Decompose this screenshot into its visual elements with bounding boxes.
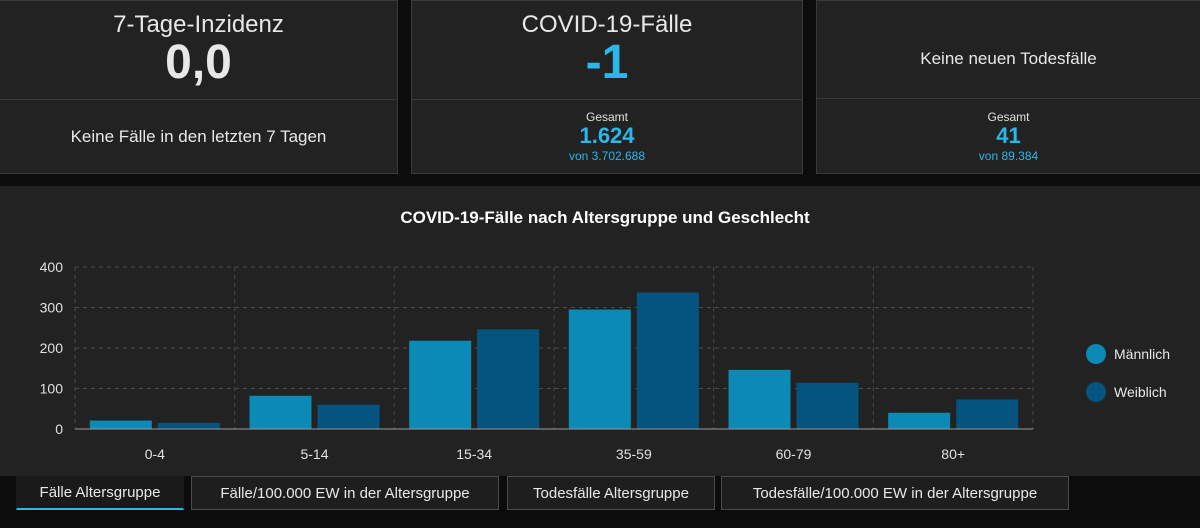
incidence-header: 7-Tage-Inzidenz 0,0 xyxy=(0,1,397,100)
x-tick-label: 0-4 xyxy=(145,446,165,462)
tab-deaths-per-100k[interactable]: Todesfälle/100.000 EW in der Altersgrupp… xyxy=(721,476,1069,510)
legend-female-label: Weiblich xyxy=(1114,384,1167,400)
chart-tabs: Fälle Altersgruppe Fälle/100.000 EW in d… xyxy=(0,476,1200,528)
cases-title: COVID-19-Fälle xyxy=(521,10,693,38)
incidence-subtitle: Keine Fälle in den letzten 7 Tagen xyxy=(70,126,327,146)
bar-female xyxy=(477,329,540,429)
bar-male xyxy=(409,340,472,429)
incidence-value: 0,0 xyxy=(165,36,232,89)
x-tick-label: 35-59 xyxy=(616,446,652,462)
bar-chart: 0 100 200 300 400 0-4 5-14 15-34 35-59 60-79 80+ xyxy=(40,259,1034,462)
bar-male xyxy=(888,412,951,429)
bar-male xyxy=(568,309,631,429)
cases-total-value: 1.624 xyxy=(579,123,635,149)
deaths-header: Keine neuen Todesfälle xyxy=(817,1,1200,99)
x-tick-label: 60-79 xyxy=(776,446,812,462)
legend-male[interactable]: Männlich xyxy=(1086,344,1170,364)
y-tick-label: 400 xyxy=(40,259,64,275)
bar-male xyxy=(728,369,791,429)
deaths-card: Keine neuen Todesfälle Gesamt 41 von 89.… xyxy=(816,0,1200,174)
bar-female xyxy=(956,399,1019,429)
incidence-card: 7-Tage-Inzidenz 0,0 Keine Fälle in den l… xyxy=(0,0,398,174)
x-tick-label: 80+ xyxy=(941,446,965,462)
y-tick-label: 200 xyxy=(40,340,64,356)
bar-female xyxy=(157,422,220,429)
cases-footer: Gesamt 1.624 von 3.702.688 xyxy=(412,100,802,173)
cases-total-of: von 3.702.688 xyxy=(568,148,646,163)
tab-cases-per-100k[interactable]: Fälle/100.000 EW in der Altersgruppe xyxy=(191,476,499,510)
y-tick-label: 300 xyxy=(40,300,64,316)
x-tick-label: 5-14 xyxy=(300,446,328,462)
bar-female xyxy=(317,404,380,429)
x-tick-label: 15-34 xyxy=(456,446,492,462)
bar-female xyxy=(796,382,859,429)
incidence-title: 7-Tage-Inzidenz xyxy=(113,10,284,38)
deaths-footer: Gesamt 41 von 89.384 xyxy=(817,100,1200,173)
cases-new-value: -1 xyxy=(585,36,629,89)
bar-male xyxy=(89,420,152,429)
deaths-total-value: 41 xyxy=(996,123,1021,149)
legend-female-swatch xyxy=(1086,382,1106,402)
cases-header: COVID-19-Fälle -1 xyxy=(412,1,802,100)
y-tick-label: 0 xyxy=(55,421,63,437)
tab-cases-age[interactable]: Fälle Altersgruppe xyxy=(16,476,184,510)
legend-male-label: Männlich xyxy=(1114,346,1171,362)
deaths-total-of: von 89.384 xyxy=(978,148,1039,163)
incidence-footer: Keine Fälle in den letzten 7 Tagen xyxy=(0,100,397,173)
deaths-title: Keine neuen Todesfälle xyxy=(920,48,1097,68)
bar-male xyxy=(249,395,312,429)
tab-deaths-age[interactable]: Todesfälle Altersgruppe xyxy=(507,476,715,510)
chart-title: COVID-19-Fälle nach Altersgruppe und Ges… xyxy=(400,208,810,227)
legend-female[interactable]: Weiblich xyxy=(1086,382,1167,402)
y-tick-label: 100 xyxy=(40,381,64,397)
legend-male-swatch xyxy=(1086,344,1106,364)
deaths-total-label: Gesamt xyxy=(987,110,1030,125)
bar-female xyxy=(636,292,699,429)
cases-total-label: Gesamt xyxy=(585,110,628,125)
cases-card: COVID-19-Fälle -1 Gesamt 1.624 von 3.702… xyxy=(411,0,803,174)
